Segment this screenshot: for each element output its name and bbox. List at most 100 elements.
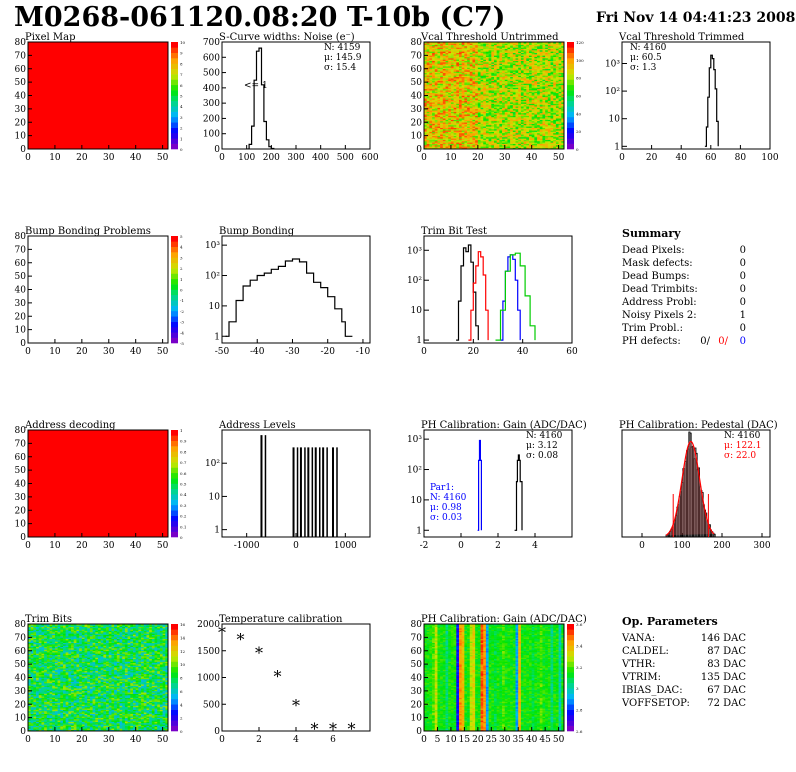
- map-cell: [429, 58, 433, 60]
- map-cell: [512, 79, 516, 82]
- map-cell: [445, 67, 449, 70]
- map-cell: [531, 139, 535, 142]
- zscale-cell: [171, 236, 178, 242]
- map-cell: [450, 120, 454, 123]
- map-cell: [488, 91, 492, 94]
- map-cell: [545, 98, 549, 100]
- map-cell: [526, 123, 530, 126]
- map-cell: [475, 131, 479, 134]
- map-cell: [515, 75, 519, 78]
- map-cell: [555, 146, 559, 148]
- plot-frame: [27, 235, 169, 344]
- map-cell: [545, 46, 549, 48]
- map-cell: [472, 71, 476, 74]
- map-cell: [520, 108, 524, 111]
- map-cell: [424, 94, 427, 96]
- map-cell: [464, 106, 468, 108]
- map-cell: [494, 140, 497, 143]
- map-cell: [477, 98, 481, 100]
- map-cell: [475, 48, 479, 51]
- x-tick-label: 100: [761, 153, 778, 163]
- y-tick-label: 10: [411, 306, 423, 316]
- map-cell: [537, 64, 541, 67]
- map-cell: [515, 136, 519, 139]
- zscale-cell: [171, 106, 178, 112]
- map-cell: [534, 79, 538, 82]
- map-cell: [491, 147, 495, 150]
- map-cell: [437, 94, 441, 96]
- map-cell: [459, 83, 462, 86]
- map-cell: [442, 55, 446, 58]
- map-cell: [539, 99, 543, 102]
- map-cell: [453, 54, 457, 56]
- map-cell: [515, 134, 519, 136]
- map-cell: [429, 123, 433, 126]
- map-cell: [437, 48, 441, 51]
- map-cell: [496, 118, 500, 120]
- map-cell: [440, 135, 444, 138]
- map-cell: [547, 134, 551, 136]
- map-cell: [461, 132, 465, 135]
- map-cell: [529, 127, 532, 130]
- map-cell: [448, 98, 452, 100]
- map-cell: [504, 74, 508, 76]
- map-cell: [38, 725, 42, 728]
- map-cell: [429, 128, 433, 131]
- map-cell: [496, 68, 500, 71]
- map-cell: [472, 131, 476, 134]
- map-cell: [36, 665, 40, 668]
- y-tick-label: 1: [614, 142, 620, 152]
- map-cell: [504, 88, 508, 91]
- map-cell: [485, 114, 489, 116]
- map-cell: [496, 56, 500, 59]
- map-cell: [461, 107, 465, 110]
- map-cell: [434, 87, 438, 90]
- map-cell: [547, 98, 551, 100]
- map-cell: [483, 68, 487, 71]
- map-cell: [496, 63, 500, 66]
- map-cell: [499, 47, 503, 49]
- map-cell: [437, 135, 441, 138]
- map-cell: [28, 680, 31, 682]
- map-cell: [464, 107, 468, 110]
- map-cell: [561, 96, 565, 99]
- map-cell: [545, 118, 549, 120]
- map-cell: [531, 71, 535, 74]
- map-cell: [432, 87, 436, 90]
- map-cell: [437, 118, 441, 120]
- map-cell: [464, 147, 468, 150]
- map-cell: [440, 122, 444, 124]
- map-cell: [453, 83, 457, 86]
- map-cell: [467, 90, 471, 92]
- map-cell: [472, 146, 476, 148]
- map-cell: [426, 72, 430, 75]
- map-cell: [529, 42, 532, 44]
- map-cell: [456, 91, 460, 94]
- map-cell: [499, 46, 503, 48]
- map-cell: [545, 120, 549, 123]
- map-cell: [456, 76, 460, 79]
- map-cell: [529, 56, 532, 59]
- map-cell: [437, 59, 441, 62]
- map-cell: [459, 128, 462, 131]
- y-tick-label: 60: [411, 65, 423, 75]
- map-cell: [459, 132, 462, 135]
- map-cell: [512, 67, 516, 70]
- map-cell: [523, 138, 527, 140]
- map-cell: [550, 88, 554, 91]
- map-cell: [480, 58, 484, 60]
- map-cell: [485, 127, 489, 130]
- map-cell: [36, 676, 40, 678]
- map-cell: [36, 693, 40, 696]
- map-cell: [545, 104, 549, 107]
- map-cell: [539, 118, 543, 120]
- y-tick-label: 70: [15, 245, 27, 255]
- map-cell: [483, 82, 487, 84]
- map-cell: [523, 96, 527, 99]
- map-cell: [512, 86, 516, 88]
- map-cell: [507, 102, 511, 104]
- map-cell: [30, 636, 34, 638]
- map-cell: [555, 82, 559, 84]
- map-cell: [432, 59, 436, 62]
